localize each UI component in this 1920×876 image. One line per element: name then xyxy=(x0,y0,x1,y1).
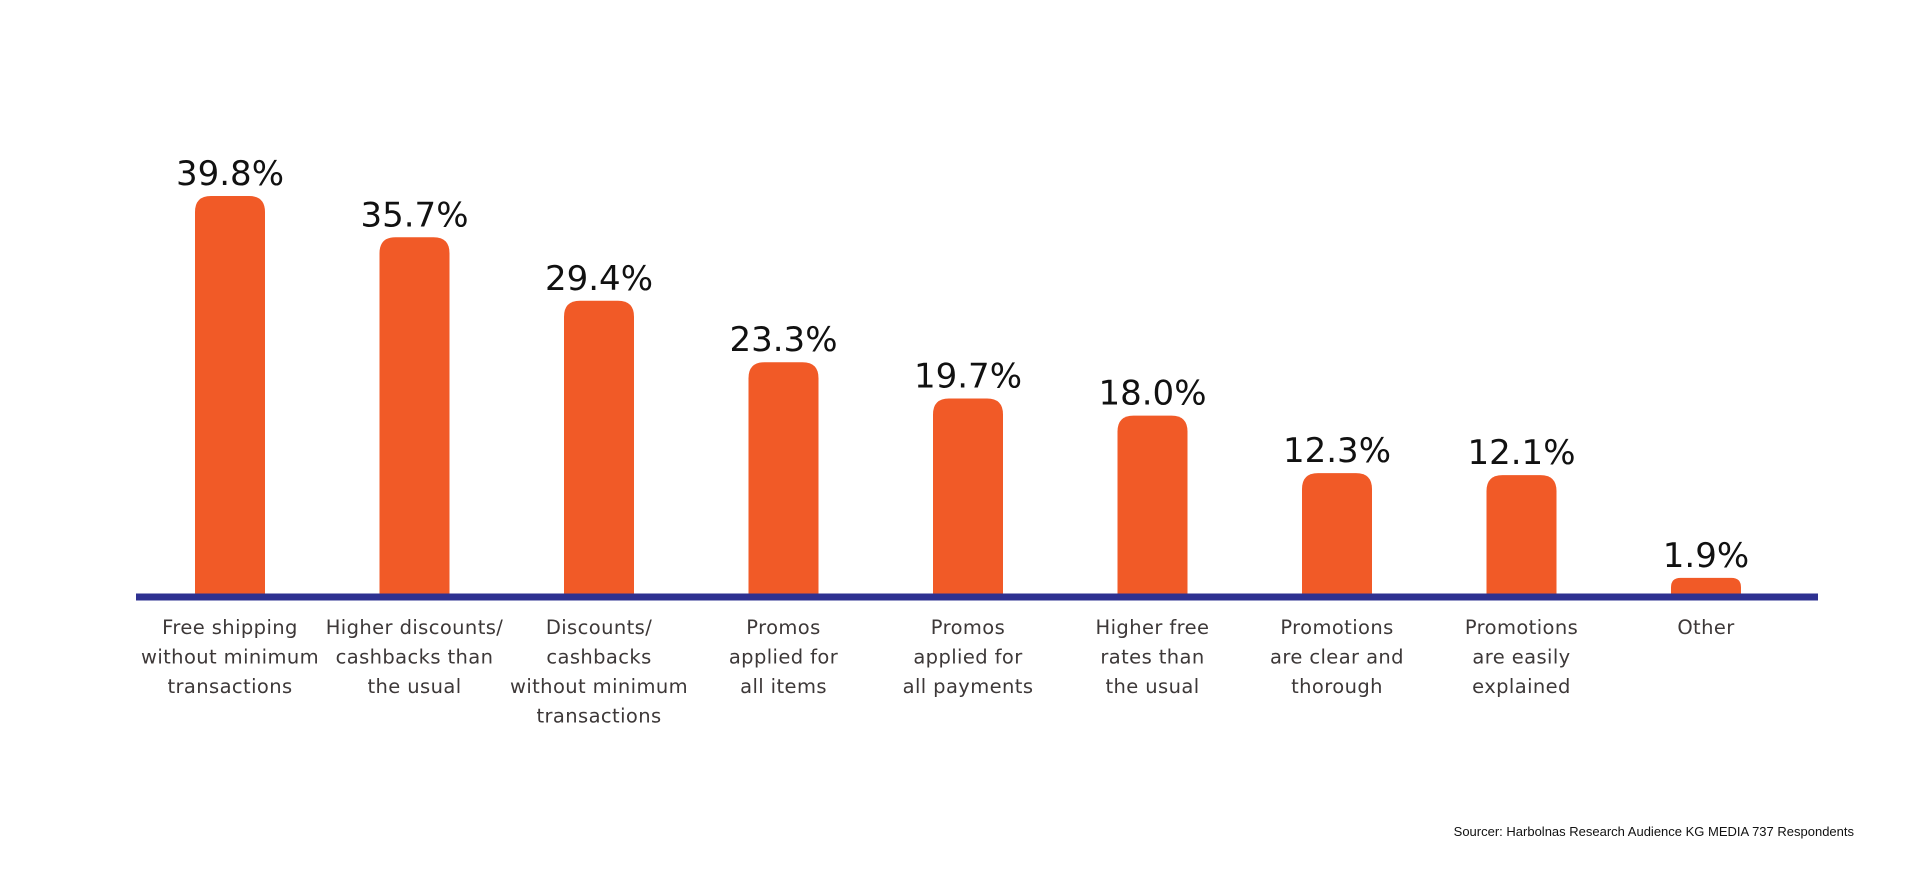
bar xyxy=(748,362,819,597)
category-label: Promos applied for all payments xyxy=(903,616,1034,698)
value-label: 29.4% xyxy=(545,259,653,299)
value-label: 35.7% xyxy=(360,195,468,235)
value-label: 12.3% xyxy=(1283,431,1391,471)
bar xyxy=(1117,415,1188,597)
bar xyxy=(1486,475,1557,597)
category-label: Higher discounts/cashbacks than the usual xyxy=(326,616,504,698)
category-label: Promotions are easily explained xyxy=(1465,616,1578,698)
bar xyxy=(195,196,265,597)
value-label: 18.0% xyxy=(1098,374,1206,414)
value-labels-group: 39.8% 35.7% 29.4% 23.3% 19.7% 18.0% 12.3% 12.1%… xyxy=(176,154,1749,576)
bar xyxy=(379,237,450,597)
category-label: Promotions are clear and thorough xyxy=(1270,616,1404,698)
bar xyxy=(1302,473,1372,597)
bar xyxy=(933,398,1003,597)
bar xyxy=(1671,577,1741,597)
value-label: 1.9% xyxy=(1663,536,1749,576)
category-label: Other xyxy=(1677,616,1735,639)
value-label: 19.7% xyxy=(914,357,1022,397)
source-note: Sourcer: Harbolnas Research Audience KG … xyxy=(1453,824,1854,839)
category-label: Promos applied for all items xyxy=(729,616,839,698)
value-label: 23.3% xyxy=(729,320,837,360)
category-label: Discounts/cashbacks without minimum transa… xyxy=(510,616,688,728)
category-label: Free shipping without minimum transactions xyxy=(141,616,319,698)
category-label: Higher free rates than the usual xyxy=(1096,616,1210,698)
bar xyxy=(564,300,634,597)
category-labels-group: Free shipping without minimum transactions… xyxy=(141,616,1735,728)
bars-group xyxy=(195,196,1741,597)
value-label: 12.1% xyxy=(1467,433,1575,473)
value-label: 39.8% xyxy=(176,154,284,194)
